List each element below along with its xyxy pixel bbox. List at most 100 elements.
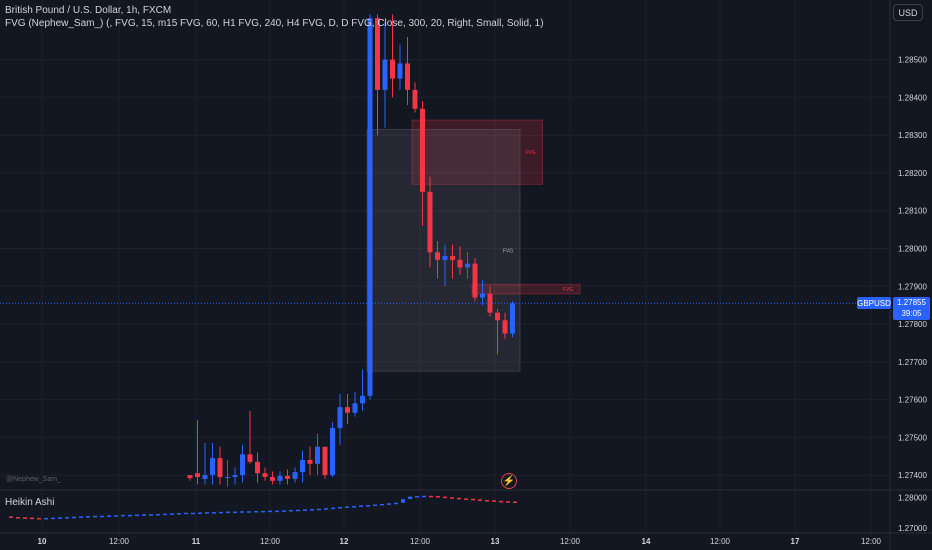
candle-body bbox=[315, 446, 320, 464]
time-axis-label: 17 bbox=[791, 537, 800, 546]
heikin-ashi-bar bbox=[93, 515, 97, 518]
candle-body bbox=[502, 320, 508, 334]
candle-body bbox=[307, 460, 313, 464]
candle-body bbox=[217, 458, 223, 478]
candle-body bbox=[397, 63, 403, 79]
heikin-ashi-bar bbox=[16, 517, 20, 519]
candle-body bbox=[240, 454, 245, 476]
candle-body bbox=[337, 407, 343, 428]
heikin-ashi-bar bbox=[247, 511, 251, 513]
heikin-ashi-bar bbox=[23, 517, 27, 519]
candle-body bbox=[225, 477, 230, 479]
candle-body bbox=[457, 259, 463, 268]
candle-body bbox=[427, 191, 433, 253]
currency-button[interactable]: USD bbox=[893, 4, 923, 21]
candle-body bbox=[292, 472, 298, 479]
bar-countdown: 39:05 bbox=[901, 309, 922, 318]
candle-body bbox=[450, 256, 455, 260]
heikin-ashi-bar bbox=[352, 506, 356, 508]
heikin-ashi-bar bbox=[422, 495, 426, 498]
candle-body bbox=[330, 427, 335, 476]
indicator-settings[interactable]: FVG (Nephew_Sam_) (, FVG, 15, m15 FVG, 6… bbox=[5, 18, 544, 29]
heikin-ashi-bar bbox=[310, 509, 314, 511]
heikin-ashi-bar bbox=[492, 500, 496, 502]
heikin-ashi-bar bbox=[86, 516, 90, 518]
heikin-ashi-bar bbox=[128, 514, 132, 517]
candle-body bbox=[262, 473, 268, 478]
heikin-ashi-bar bbox=[373, 504, 377, 507]
time-axis-label: 12:00 bbox=[560, 537, 581, 546]
candle-body bbox=[495, 312, 500, 321]
candle-body bbox=[435, 252, 440, 260]
heikin-ashi-bar bbox=[275, 510, 279, 513]
price-axis-label: 1.28100 bbox=[898, 207, 927, 216]
heikin-ashi-bar bbox=[58, 517, 62, 519]
watermark-text: @Nephew_Sam_ bbox=[6, 476, 61, 483]
heikin-ashi-bar bbox=[65, 517, 69, 519]
heikin-ashi-bar bbox=[212, 512, 216, 514]
heikin-ashi-bar bbox=[513, 501, 517, 504]
heikin-ashi-bar bbox=[443, 496, 447, 499]
heikin-ashi-bar bbox=[135, 514, 139, 517]
fvg-zone bbox=[366, 129, 521, 372]
candle-body bbox=[367, 18, 373, 396]
current-price-label: 1.27855 39:05 bbox=[893, 297, 930, 320]
heikin-ashi-bar bbox=[226, 511, 230, 514]
lightning-icon[interactable]: ⚡ bbox=[501, 473, 517, 489]
heikin-ashi-bar bbox=[149, 514, 153, 516]
time-axis-label: 12:00 bbox=[861, 537, 882, 546]
heikin-ashi-bar bbox=[317, 508, 321, 511]
heikin-ashi-bar bbox=[184, 512, 188, 515]
heikin-ashi-bar bbox=[478, 499, 482, 501]
fvg-zone bbox=[411, 119, 543, 185]
time-axis-label: 12:00 bbox=[710, 537, 731, 546]
heikin-ashi-bar bbox=[44, 517, 48, 520]
price-axis-label: 1.27900 bbox=[898, 282, 927, 291]
heikin-ashi-bar bbox=[100, 515, 104, 518]
fvg-label: FVG bbox=[525, 150, 535, 156]
heikin-ashi-bar bbox=[338, 506, 342, 509]
candle-body bbox=[442, 256, 448, 260]
candle-body bbox=[465, 263, 470, 268]
price-axis-label: 1.27800 bbox=[898, 320, 927, 329]
heikin-ashi-bar bbox=[345, 506, 349, 508]
heikin-ashi-bar bbox=[170, 513, 174, 515]
heikin-ashi-bar bbox=[485, 499, 489, 502]
candle-body bbox=[300, 460, 305, 473]
time-axis-label: 11 bbox=[192, 537, 201, 546]
heikin-ashi-bar bbox=[366, 505, 370, 507]
heikin-ashi-bar bbox=[331, 507, 335, 510]
candle-body bbox=[277, 475, 283, 481]
heikin-ashi-bar bbox=[429, 495, 433, 498]
candle-body bbox=[187, 475, 193, 479]
time-axis-label: 12:00 bbox=[410, 537, 431, 546]
heikin-ashi-bar bbox=[72, 516, 76, 519]
subpane-axis-label: 1.28000 bbox=[898, 494, 927, 503]
price-axis-label: 1.27500 bbox=[898, 433, 927, 442]
heikin-ashi-bar bbox=[205, 512, 209, 514]
heikin-ashi-bar bbox=[387, 503, 391, 505]
time-axis-label: 12 bbox=[340, 537, 349, 546]
candle-body bbox=[202, 475, 208, 479]
candle-body bbox=[375, 18, 380, 90]
candle-body bbox=[510, 303, 515, 334]
price-axis-label: 1.27600 bbox=[898, 396, 927, 405]
heikin-ashi-bar bbox=[233, 511, 237, 514]
heikin-ashi-bar bbox=[415, 496, 419, 498]
heikin-ashi-bar bbox=[359, 505, 363, 507]
heikin-ashi-bar bbox=[296, 509, 300, 512]
candle-body bbox=[255, 461, 260, 474]
heikin-ashi-bar bbox=[268, 510, 272, 513]
heikin-ashi-bar bbox=[240, 511, 244, 513]
heikin-ashi-bar bbox=[436, 496, 440, 498]
heikin-ashi-bar bbox=[380, 503, 384, 506]
heikin-ashi-bar bbox=[177, 513, 181, 515]
heikin-ashi-title[interactable]: Heikin Ashi bbox=[5, 497, 55, 508]
heikin-ashi-bar bbox=[37, 517, 41, 520]
candle-body bbox=[345, 407, 350, 413]
fvg-label: FVG bbox=[503, 248, 513, 254]
heikin-ashi-bar bbox=[457, 497, 461, 500]
fvg-label: FVG bbox=[563, 287, 573, 293]
candle-body bbox=[210, 458, 215, 476]
